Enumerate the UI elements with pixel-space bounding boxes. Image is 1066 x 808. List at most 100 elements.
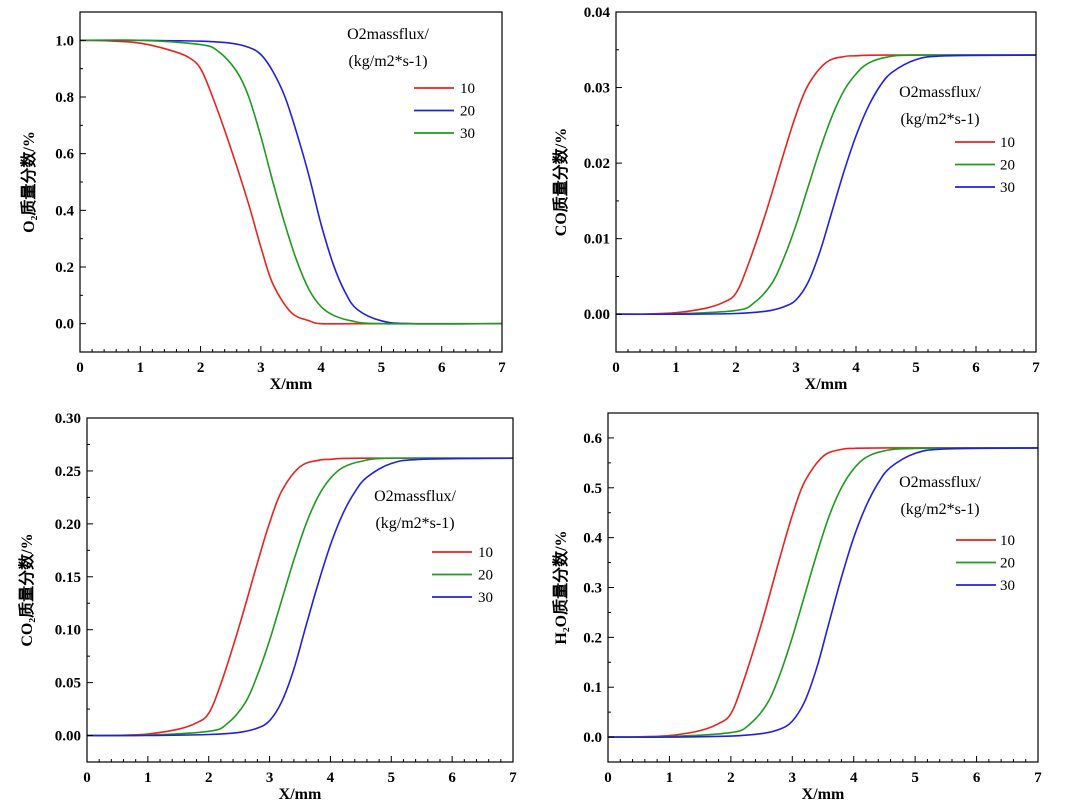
y-tick-label: 0.2 [583, 630, 602, 646]
x-tick-label: 4 [317, 360, 325, 376]
plot-frame [615, 11, 1037, 353]
series-line-10 [607, 447, 1039, 738]
chart-panel-3: 0 1 2 3 4 5 6 7 0.00 0.05 0.10 0.15 0.20 0.25 0.30 X/mm… [17, 411, 517, 803]
legend-title-line1: O2massflux/ [374, 488, 456, 505]
y-tick-label: 0.00 [584, 307, 610, 323]
x-tick-label: 2 [732, 360, 740, 376]
chart-panel-2: 0 1 2 3 4 5 6 7 0.00 0.01 0.02 0.03 0.04 X/mm CO质量分数/%… [551, 5, 1040, 393]
y-tick-label: 0.4 [583, 531, 602, 547]
y-tick-label: 0.03 [584, 81, 610, 97]
plot-frame [607, 412, 1039, 763]
y-tick-label: 0.02 [584, 156, 610, 172]
legend-label-20: 20 [460, 104, 475, 120]
y-tick-label: 0.5 [583, 481, 602, 497]
legend-label-20: 20 [478, 568, 493, 584]
x-tick-label: 7 [498, 360, 506, 376]
legend-label-30: 30 [478, 590, 493, 606]
x-tick-label: 3 [789, 770, 797, 786]
x-tick-label: 0 [76, 360, 84, 376]
x-tick-label: 3 [257, 360, 265, 376]
y-tick-label: 0.3 [583, 581, 602, 597]
plot-frame [79, 11, 503, 353]
y-tick-label: 0.00 [55, 729, 81, 745]
x-tick-label: 6 [438, 360, 446, 376]
series-line-10 [79, 39, 502, 325]
y-axis-title: O₂质量分数/% [19, 131, 38, 233]
legend-label-10: 10 [478, 545, 493, 561]
x-tick-label: 7 [1034, 770, 1042, 786]
y-tick-label: 0.10 [55, 623, 81, 639]
x-tick-label: 1 [672, 360, 680, 376]
legend-title-line1: O2massflux/ [347, 26, 429, 43]
x-tick-label: 0 [604, 770, 612, 786]
x-tick-label: 3 [266, 770, 274, 786]
x-tick-label: 3 [792, 360, 800, 376]
legend-title-line2: (kg/m2*s-1) [900, 501, 979, 518]
y-tick-label: 0.2 [55, 260, 74, 276]
x-tick-label: 2 [197, 360, 205, 376]
series-line-30 [615, 54, 1037, 316]
y-tick-label: 0.25 [55, 464, 81, 480]
series-line-20 [79, 39, 503, 325]
legend-label-10: 10 [460, 81, 475, 97]
x-tick-label: 5 [912, 360, 920, 376]
x-tick-label: 0 [83, 770, 91, 786]
chart-panel-1: 0 1 2 3 4 5 6 7 0.0 0.2 0.4 0.6 0.8 1.0 X/mm O₂质量分数/% O2… [19, 11, 506, 393]
legend-title-line2: (kg/m2*s-1) [900, 111, 979, 128]
series-line-30 [79, 39, 503, 325]
y-tick-label: 0.15 [55, 570, 81, 586]
legend: O2massflux/ (kg/m2*s-1) 10 20 30 [899, 84, 1015, 196]
x-tick-label: 6 [448, 770, 456, 786]
x-tick-label: 7 [1032, 360, 1040, 376]
series-line-20 [607, 447, 1039, 738]
y-tick-label: 0.4 [55, 203, 74, 219]
y-tick-label: 1.0 [55, 33, 74, 49]
y-tick-label: 0.1 [583, 680, 602, 696]
series-line-30 [607, 447, 1039, 738]
y-axis-title: CO₂质量分数/% [17, 533, 36, 646]
x-tick-label: 5 [388, 770, 396, 786]
x-tick-label: 1 [666, 770, 674, 786]
series-line-10 [86, 457, 514, 737]
series-line-30 [86, 457, 514, 737]
y-tick-label: 0.05 [55, 676, 81, 692]
y-tick-label: 0.04 [584, 5, 611, 21]
legend-label-30: 30 [460, 126, 475, 142]
x-axis-title: X/mm [805, 376, 848, 393]
y-tick-label: 0.0 [55, 317, 74, 333]
x-tick-label: 0 [612, 360, 620, 376]
series-line-20 [86, 457, 514, 737]
legend-label-10: 10 [1000, 135, 1015, 151]
y-tick-label: 0.6 [55, 147, 74, 163]
y-tick-label: 0.6 [583, 431, 602, 447]
legend-title-line2: (kg/m2*s-1) [348, 53, 427, 70]
legend: O2massflux/ (kg/m2*s-1) 10 20 30 [899, 474, 1015, 594]
x-axis-title: X/mm [270, 376, 313, 393]
legend: O2massflux/ (kg/m2*s-1) 10 20 30 [347, 26, 475, 142]
x-tick-label: 4 [850, 770, 858, 786]
y-axis-title: H₂O质量分数/% [551, 530, 570, 644]
x-tick-label: 1 [137, 360, 145, 376]
legend-title-line2: (kg/m2*s-1) [375, 515, 454, 532]
plot-frame [86, 417, 514, 763]
legend-label-20: 20 [1000, 556, 1015, 572]
legend-label-30: 30 [1000, 578, 1015, 594]
x-tick-label: 2 [727, 770, 735, 786]
x-tick-label: 1 [144, 770, 152, 786]
legend-title-line1: O2massflux/ [899, 84, 981, 101]
x-tick-label: 5 [378, 360, 386, 376]
x-tick-label: 6 [973, 770, 981, 786]
x-tick-label: 7 [509, 770, 517, 786]
chart-panel-4: 0 1 2 3 4 5 6 7 0.0 0.1 0.2 0.3 0.4 0.5 0.6 X/mm H₂O质量分数… [551, 412, 1042, 803]
y-tick-label: 0.30 [55, 411, 81, 427]
y-axis-title: CO质量分数/% [551, 128, 570, 236]
x-tick-label: 4 [852, 360, 860, 376]
series-line-10 [615, 54, 1037, 315]
legend-label-10: 10 [1000, 533, 1015, 549]
legend-label-20: 20 [1000, 158, 1015, 174]
legend: O2massflux/ (kg/m2*s-1) 10 20 30 [374, 488, 493, 606]
x-tick-label: 6 [972, 360, 980, 376]
y-tick-label: 0.8 [55, 90, 74, 106]
legend-label-30: 30 [1000, 180, 1015, 196]
x-tick-label: 4 [327, 770, 335, 786]
